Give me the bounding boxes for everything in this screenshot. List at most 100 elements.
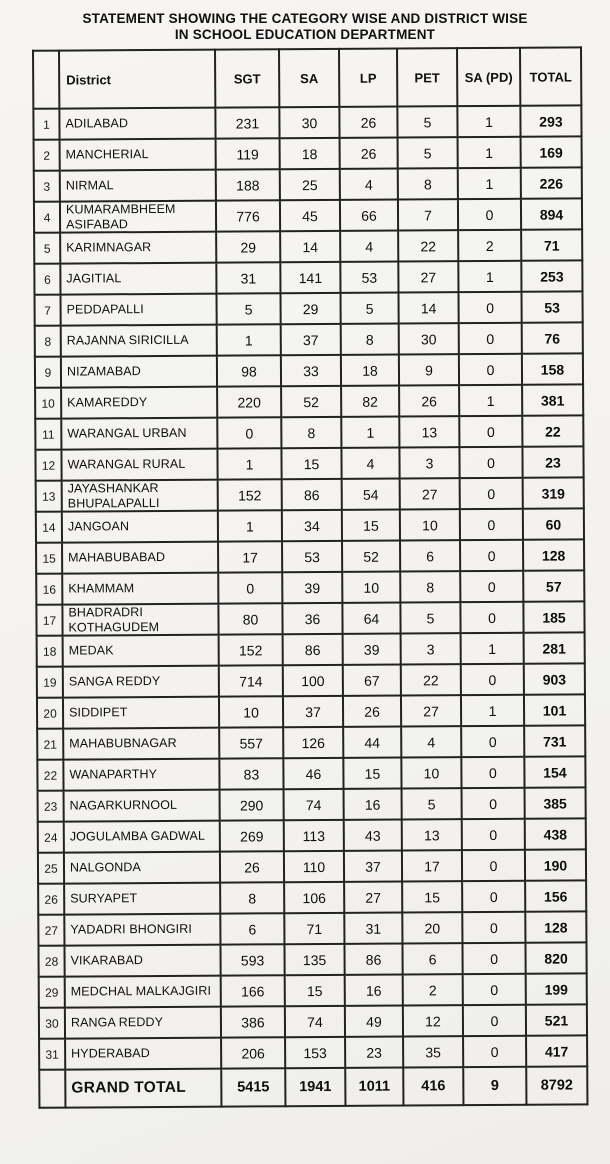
cell-sgt: 386 bbox=[220, 1006, 286, 1038]
row-number-cell: 27 bbox=[38, 914, 65, 946]
cell-lp: 43 bbox=[343, 819, 402, 851]
grand-total-sgt: 5415 bbox=[221, 1068, 286, 1107]
cell-lp: 49 bbox=[344, 1005, 404, 1037]
cell-sa-pd: 0 bbox=[461, 787, 525, 820]
district-cell: WANAPARTHY bbox=[63, 758, 220, 791]
table-container: District SGT SA LP PET SA (PD) TOTAL 1 AD… bbox=[32, 46, 610, 1109]
cell-sgt: 8 bbox=[220, 882, 285, 914]
table-row: 6 JAGITIAL 31 141 53 27 1 253 bbox=[34, 260, 583, 295]
cell-sa-pd: 0 bbox=[462, 973, 526, 1006]
cell-sa: 15 bbox=[281, 447, 342, 480]
district-cell: JAYASHANKAR BHUPALAPALLI bbox=[61, 479, 218, 512]
cell-sa-pd: 1 bbox=[459, 384, 523, 417]
cell-sa: 86 bbox=[281, 478, 342, 511]
table-row: 24 JOGULAMBA GADWAL 269 113 43 13 0 438 bbox=[37, 818, 586, 853]
cell-sgt: 119 bbox=[215, 138, 280, 170]
cell-lp: 23 bbox=[345, 1036, 404, 1068]
cell-lp: 66 bbox=[339, 199, 399, 231]
cell-pet: 5 bbox=[397, 106, 458, 138]
cell-sa-pd: 1 bbox=[460, 694, 525, 727]
row-number-cell: 21 bbox=[37, 728, 64, 760]
cell-lp: 15 bbox=[341, 509, 401, 541]
cell-pet: 17 bbox=[401, 850, 463, 882]
table-row: 19 SANGA REDDY 714 100 67 22 0 903 bbox=[36, 663, 585, 698]
district-cell: JOGULAMBA GADWAL bbox=[63, 820, 220, 853]
cell-sa: 45 bbox=[279, 199, 341, 232]
cell-sgt: 152 bbox=[217, 479, 282, 511]
row-number-cell: 23 bbox=[37, 790, 64, 822]
district-cell: MEDCHAL MALKAJGIRI bbox=[64, 975, 221, 1008]
cell-sgt: 6 bbox=[220, 913, 285, 945]
cell-sgt: 1 bbox=[217, 448, 282, 480]
table-row: 28 VIKARABAD 593 135 86 6 0 820 bbox=[38, 942, 587, 977]
table-row: 30 RANGA REDDY 386 74 49 12 0 521 bbox=[38, 1004, 588, 1039]
row-number-cell: 13 bbox=[35, 480, 62, 512]
row-number-cell: 20 bbox=[36, 697, 64, 729]
cell-total: 128 bbox=[525, 911, 587, 943]
cell-pet: 26 bbox=[399, 385, 460, 417]
row-number-cell: 17 bbox=[36, 604, 63, 636]
cell-lp: 82 bbox=[341, 385, 400, 417]
table-row: 13 JAYASHANKAR BHUPALAPALLI 152 86 54 27 0 319 bbox=[35, 477, 584, 512]
table-row: 27 YADADRI BHONGIRI 6 71 31 20 0 128 bbox=[38, 911, 587, 946]
cell-lp: 5 bbox=[340, 292, 399, 324]
cell-pet: 12 bbox=[402, 1005, 464, 1037]
table-row: 4 KUMARAMBHEEM ASIFABAD 776 45 66 7 0 894 bbox=[33, 198, 583, 233]
cell-lp: 15 bbox=[343, 757, 402, 789]
cell-lp: 26 bbox=[342, 695, 402, 727]
cell-sa-pd: 0 bbox=[462, 1004, 527, 1037]
cell-sgt: 0 bbox=[217, 417, 282, 449]
cell-pet: 27 bbox=[399, 478, 460, 510]
cell-sa-pd: 0 bbox=[461, 818, 525, 851]
cell-pet: 2 bbox=[402, 974, 463, 1006]
row-number-cell: 18 bbox=[36, 635, 63, 667]
cell-sgt: 231 bbox=[215, 107, 280, 139]
document-title: STATEMENT SHOWING THE CATEGORY WISE AND … bbox=[0, 11, 610, 43]
district-cell: KUMARAMBHEEM ASIFABAD bbox=[59, 200, 217, 233]
cell-total: 76 bbox=[521, 322, 583, 354]
cell-sa-pd: 0 bbox=[462, 942, 526, 975]
cell-pet: 13 bbox=[399, 416, 460, 448]
cell-pet: 7 bbox=[397, 199, 459, 231]
cell-sa: 37 bbox=[282, 695, 344, 728]
cell-total: 158 bbox=[521, 353, 584, 385]
cell-lp: 53 bbox=[340, 261, 399, 293]
cell-sa: 15 bbox=[284, 974, 345, 1007]
row-number-cell: 24 bbox=[37, 821, 64, 853]
table-row: 29 MEDCHAL MALKAJGIRI 166 15 16 2 0 199 bbox=[38, 973, 587, 1008]
row-number-cell: 12 bbox=[35, 449, 62, 481]
cell-total: 60 bbox=[522, 508, 585, 540]
cell-sa-pd: 0 bbox=[462, 911, 526, 944]
table-row: 18 MEDAK 152 86 39 3 1 281 bbox=[36, 632, 585, 667]
header-pet: PET bbox=[397, 48, 458, 107]
row-number-cell: 26 bbox=[38, 883, 65, 915]
district-cell: YADADRI BHONGIRI bbox=[64, 913, 221, 946]
grand-total-pet: 416 bbox=[403, 1067, 464, 1106]
cell-sa-pd: 0 bbox=[460, 601, 524, 634]
cell-sa-pd: 1 bbox=[457, 167, 521, 200]
header-sa: SA bbox=[279, 48, 340, 108]
cell-sgt: 0 bbox=[218, 572, 283, 604]
cell-sa-pd: 0 bbox=[459, 477, 523, 510]
cell-sa-pd: 1 bbox=[457, 105, 521, 138]
cell-lp: 4 bbox=[340, 230, 399, 262]
cell-total: 521 bbox=[525, 1004, 588, 1036]
cell-pet: 13 bbox=[401, 819, 462, 851]
district-cell: ADILABAD bbox=[59, 107, 216, 140]
district-cell: KHAMMAM bbox=[62, 572, 219, 605]
cell-sa: 37 bbox=[280, 323, 341, 356]
cell-sgt: 98 bbox=[216, 355, 282, 387]
district-cell: RAJANNA SIRICILLA bbox=[60, 324, 217, 357]
cell-sa-pd: 0 bbox=[458, 353, 523, 386]
row-number-cell: 4 bbox=[33, 201, 61, 233]
district-cell: NALGONDA bbox=[63, 851, 221, 884]
cell-sa: 126 bbox=[283, 726, 344, 759]
row-number-cell: 9 bbox=[34, 356, 62, 388]
cell-sa: 53 bbox=[282, 540, 343, 573]
district-cell: MANCHERIAL bbox=[59, 138, 216, 171]
cell-total: 417 bbox=[526, 1035, 588, 1067]
cell-total: 293 bbox=[520, 105, 582, 137]
cell-pet: 10 bbox=[399, 509, 461, 541]
cell-sa-pd: 2 bbox=[458, 229, 522, 262]
